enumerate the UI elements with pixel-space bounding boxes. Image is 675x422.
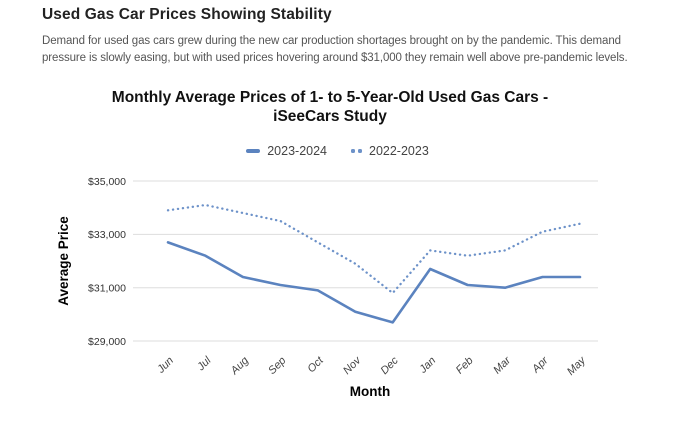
legend-item-2023-2024: 2023-2024 (246, 144, 327, 158)
x-axis-title: Month (350, 384, 390, 399)
x-tick-label: Apr (529, 354, 551, 376)
chart-legend: 2023-2024 2022-2023 (0, 144, 675, 158)
y-axis-title: Average Price (56, 216, 71, 306)
legend-item-2022-2023: 2022-2023 (351, 144, 429, 158)
y-tick-label: $33,000 (88, 229, 126, 241)
chart-title-line2: iSeeCars Study (273, 108, 387, 125)
article-intro: Demand for used gas cars grew during the… (42, 35, 628, 64)
dotted-line-swatch-icon (351, 149, 362, 153)
x-tick-label: May (565, 354, 589, 378)
x-tick-label: Mar (491, 354, 514, 377)
series-line-2023-2024[interactable] (166, 241, 582, 324)
legend-label-2023-2024: 2023-2024 (267, 144, 327, 158)
x-tick-label: Sep (266, 355, 288, 377)
chart-canvas[interactable]: $29,000 $31,000 $33,000 $35,000 Jun Jul Aug Sep… (0, 165, 675, 417)
x-tick-label: Aug (228, 354, 252, 378)
article-heading: Used Gas Car Prices Showing Stability (42, 6, 332, 23)
legend-label-2022-2023: 2022-2023 (369, 144, 429, 158)
y-tick-label: $29,000 (88, 336, 126, 348)
y-tick-label: $31,000 (88, 283, 126, 295)
x-tick-label: Jul (194, 354, 214, 374)
chart-title: Monthly Average Prices of 1- to 5-Year-O… (60, 88, 600, 126)
x-tick-label: Feb (454, 355, 476, 377)
chart-title-line1: Monthly Average Prices of 1- to 5-Year-O… (111, 89, 549, 106)
solid-line-swatch-icon (246, 149, 261, 153)
y-tick-label: $35,000 (88, 176, 126, 188)
x-tick-label: Dec (379, 354, 402, 377)
series-line-2022-2023[interactable] (166, 203, 582, 295)
x-tick-label: Jun (154, 355, 176, 377)
x-tick-label: Jan (417, 355, 439, 377)
x-tick-label: Oct (305, 354, 326, 375)
x-tick-label: Nov (341, 354, 364, 377)
